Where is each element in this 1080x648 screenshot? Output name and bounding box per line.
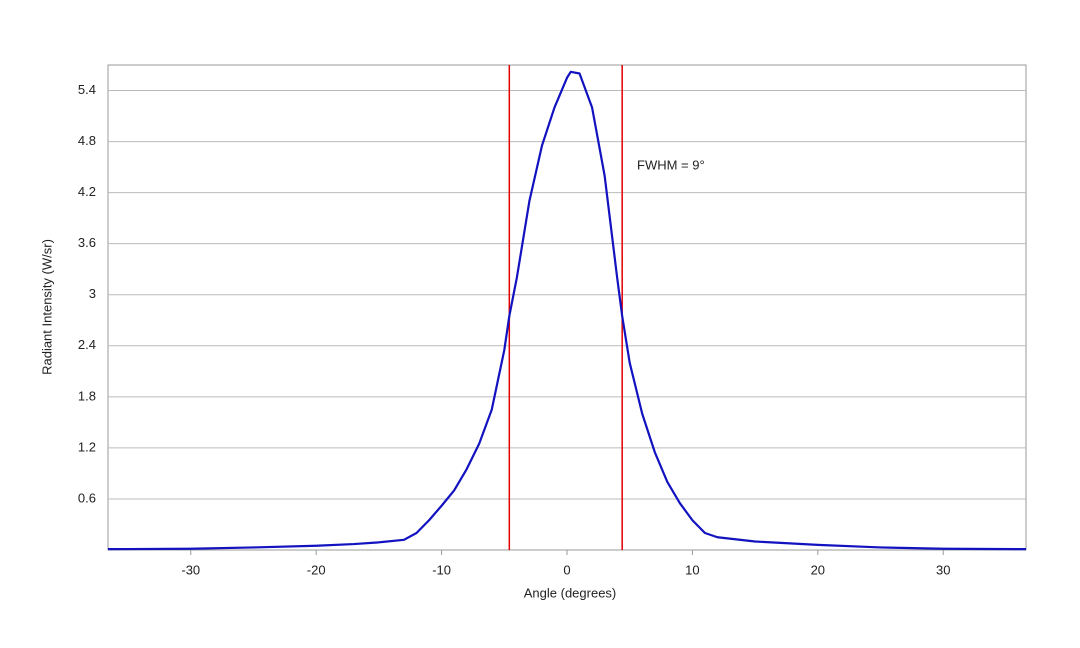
y-tick-label: 3 (89, 286, 96, 301)
x-tick-label: 20 (811, 562, 825, 577)
y-tick-label: 0.6 (78, 490, 96, 505)
x-tick-label: 0 (563, 562, 570, 577)
y-tick-label: 4.2 (78, 184, 96, 199)
y-tick-label: 1.8 (78, 388, 96, 403)
y-tick-label: 1.2 (78, 439, 96, 454)
x-tick-label: 30 (936, 562, 950, 577)
x-tick-label: 10 (685, 562, 699, 577)
x-tick-label: -10 (432, 562, 451, 577)
y-tick-label: 5.4 (78, 82, 96, 97)
y-tick-label: 4.8 (78, 133, 96, 148)
x-tick-label: -30 (181, 562, 200, 577)
y-tick-label: 3.6 (78, 235, 96, 250)
annotation: FWHM = 9° (637, 157, 705, 172)
x-tick-label: -20 (307, 562, 326, 577)
y-tick-label: 2.4 (78, 337, 96, 352)
x-axis-label: Angle (degrees) (524, 585, 617, 600)
y-axis-label: Radiant Intensity (W/sr) (39, 239, 54, 375)
plot-frame (107, 64, 1027, 551)
series-line (107, 70, 1027, 551)
